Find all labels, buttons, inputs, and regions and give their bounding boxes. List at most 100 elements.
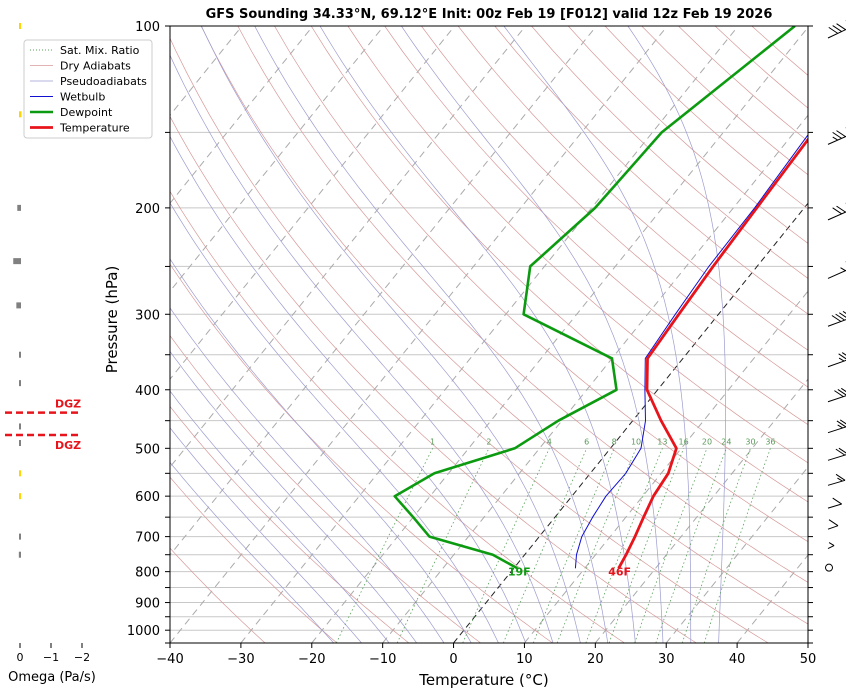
omega-bar — [19, 533, 21, 540]
x-tick-label: −10 — [369, 652, 396, 667]
legend-label: Dry Adiabats — [60, 60, 131, 73]
x-axis-label: Temperature (°C) — [418, 671, 548, 689]
dgz-label: DGZ — [55, 439, 81, 452]
dry-adiabat — [170, 334, 481, 643]
plot-area — [170, 26, 808, 643]
barb-full — [841, 352, 846, 356]
pseudoadiabat — [170, 390, 390, 643]
mixing-ratio-line — [634, 448, 708, 643]
dry-adiabat — [751, 26, 808, 76]
mixing-ratio-label: 24 — [721, 437, 731, 446]
barb-full — [836, 205, 846, 213]
wind-barb — [827, 202, 846, 221]
dry-adiabat — [421, 26, 808, 388]
barb-staff — [827, 211, 846, 221]
y-tick-label: 300 — [135, 308, 160, 323]
barb-full — [828, 26, 839, 34]
mixing-ratio-label: 2 — [486, 437, 491, 446]
y-tick-label: 200 — [135, 202, 160, 217]
mixing-ratio-label: 36 — [765, 437, 775, 446]
y-tick-label: 900 — [135, 597, 160, 612]
pseudoadiabat — [170, 461, 335, 643]
barb-staff — [827, 479, 846, 486]
wind-barb — [827, 419, 846, 434]
y-tick-label: 100 — [135, 20, 160, 35]
x-tick-label: 50 — [800, 652, 817, 667]
x-tick-label: 20 — [587, 652, 604, 667]
barb-full — [832, 25, 842, 32]
plot-frame — [169, 25, 809, 644]
dry-adiabat — [170, 476, 338, 643]
barb-staff — [827, 503, 842, 509]
y-tick-label: 400 — [135, 384, 160, 399]
pseudoadiabat — [170, 54, 554, 643]
wind-barb — [827, 542, 835, 550]
barb-full — [838, 447, 846, 454]
x-tick-label: 40 — [729, 652, 746, 667]
mixing-ratio-line — [503, 448, 588, 643]
wind-barb — [827, 20, 846, 39]
barb-staff — [827, 426, 846, 434]
isotherm-line — [594, 378, 808, 643]
barb-full — [834, 390, 844, 398]
legend-label: Sat. Mix. Ratio — [60, 44, 140, 57]
isotherm-line — [170, 26, 385, 292]
y-tick-label: 700 — [135, 531, 160, 546]
pseudoadiabat — [201, 26, 581, 643]
barb-staff — [827, 319, 846, 327]
barb-half — [828, 542, 835, 546]
x-tick-label: −30 — [227, 652, 254, 667]
dry-adiabat — [567, 26, 808, 244]
mixing-ratio-label: 30 — [745, 437, 755, 446]
barb-full — [838, 353, 846, 360]
isotherm-line — [382, 114, 808, 643]
dry-adiabat — [170, 115, 697, 643]
isotherm-line — [170, 26, 526, 468]
barb-full — [835, 448, 846, 456]
dry-adiabat — [457, 26, 808, 351]
barb-full — [839, 419, 846, 425]
dry-adiabat — [170, 37, 769, 643]
barb-staff — [827, 135, 846, 145]
legend-box — [23, 39, 153, 139]
omega-bar — [19, 23, 21, 29]
dry-adiabat — [200, 26, 808, 625]
isotherm-line — [524, 290, 808, 643]
barb-half — [837, 477, 843, 482]
isotherm-line — [170, 26, 456, 380]
barb-staff — [827, 525, 839, 530]
isotherm-line — [170, 26, 668, 643]
wind-barb — [827, 497, 842, 509]
omega-bar — [19, 440, 21, 447]
legend: Sat. Mix. Ratio Dry Adiabats Pseudoadiabat… — [23, 39, 153, 139]
dry-adiabat — [384, 26, 808, 426]
barb-half — [838, 357, 845, 362]
x-tick-label: 10 — [516, 652, 533, 667]
pseudoadiabat — [319, 26, 636, 643]
mixing-ratio-label: 6 — [584, 437, 589, 446]
wind-barb — [827, 447, 846, 461]
y-tick-label: 500 — [135, 442, 160, 457]
mixing-ratio-line — [703, 448, 771, 643]
barb-full — [832, 207, 842, 215]
dry-adiabat — [274, 26, 808, 543]
x-tick-label: 30 — [658, 652, 675, 667]
legend-label: Wetbulb — [60, 91, 105, 104]
omega-bar — [19, 351, 21, 358]
barb-staff — [827, 28, 846, 39]
barb-staff — [827, 545, 835, 550]
dewpoint-line — [393, 26, 796, 570]
pseudoadiabat — [170, 202, 499, 643]
mixing-ratio-label: 1 — [430, 437, 435, 446]
dry-adiabat — [678, 26, 808, 142]
dry-adiabat — [170, 263, 553, 643]
legend-label: Dewpoint — [60, 106, 113, 119]
mixing-ratio-line — [335, 448, 433, 643]
dry-adiabat — [604, 26, 808, 210]
mixing-ratio-label: 4 — [547, 437, 552, 446]
dewpoint-surface-label: 19F — [508, 565, 531, 578]
wind-barb — [827, 387, 846, 403]
pseudoadiabat — [627, 26, 726, 643]
omega-axis-label: Omega (Pa/s) — [8, 670, 96, 685]
barb-full — [828, 519, 839, 527]
